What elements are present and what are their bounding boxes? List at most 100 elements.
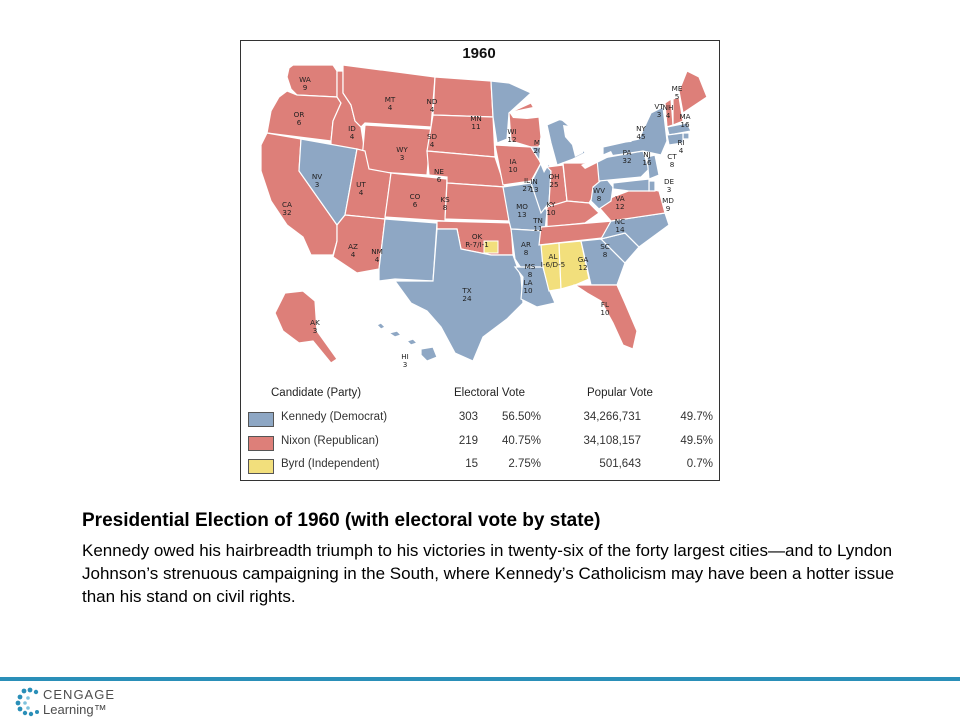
state-electoral-votes-label: 8 [603, 250, 608, 259]
state-electoral-votes-label: 16 [642, 158, 652, 167]
state-sd [426, 114, 496, 158]
state-electoral-votes-label: 32 [282, 208, 291, 217]
legend-electoral-percent: 56.50% [501, 411, 541, 423]
state-abbr-label: WA [299, 75, 311, 84]
state-me [678, 70, 708, 115]
state-electoral-votes-label: 3 [400, 153, 405, 162]
state-mn [490, 80, 533, 144]
state-abbr-label: RI [677, 138, 684, 147]
label-layer: WA9OR6CA32ID4NV3MT4WY3UT4AZ4CO6NM4ND4SD4… [282, 75, 691, 369]
state-abbr-label: SD [427, 132, 438, 141]
state-electoral-votes-label: 11 [533, 224, 542, 233]
state-electoral-votes-label: 27 [522, 184, 531, 193]
legend-row: Kennedy (Democrat) 303 56.50% 34,266,731… [241, 410, 719, 430]
state-abbr-label: WY [396, 145, 408, 154]
legend-popular-percent: 0.7% [686, 458, 713, 470]
state-electoral-votes-label: 4 [350, 132, 355, 141]
state-electoral-votes-label: 6 [437, 175, 442, 184]
lake-ontario [613, 135, 637, 143]
state-electoral-votes-label: 10 [523, 286, 533, 295]
state-abbr-label: AK [310, 318, 320, 327]
state-abbr-label: LA [523, 278, 532, 287]
state-abbr-label: MN [470, 114, 482, 123]
lake-huron [563, 125, 587, 157]
state-electoral-votes-label: 8 [670, 160, 675, 169]
state-abbr-label: NE [434, 167, 444, 176]
state-ms [540, 242, 562, 292]
state-tx [393, 228, 524, 362]
state-abbr-label: KS [440, 195, 450, 204]
state-abbr-label: TX [461, 286, 471, 295]
legend-electoral-votes: 303 [458, 411, 478, 423]
legend-popular-percent: 49.7% [680, 411, 713, 423]
legend-popular-votes: 34,108,157 [583, 435, 641, 447]
state-az [332, 214, 386, 274]
state-electoral-votes-label: R-7/I-1 [465, 240, 489, 249]
state-hi [375, 322, 438, 362]
state-abbr-label: NC [615, 217, 625, 226]
legend-swatch-republican [248, 436, 274, 451]
state-electoral-votes-label: 16 [680, 120, 690, 129]
legend-swatch-independent [248, 459, 274, 474]
state-abbr-label: IN [530, 177, 538, 186]
state-electoral-votes-label: 45 [636, 132, 645, 141]
state-electoral-votes-label: 4 [351, 250, 356, 259]
logo-line-2: Learning™ [43, 702, 107, 717]
state-electoral-votes-label: 32 [622, 156, 631, 165]
state-electoral-votes-label: 25 [549, 180, 558, 189]
state-abbr-label: FL [601, 300, 609, 309]
state-electoral-votes-label: 10 [600, 308, 610, 317]
state-wa [286, 64, 338, 98]
legend-electoral-votes: 15 [465, 458, 478, 470]
legend-popular-percent: 49.5% [680, 435, 713, 447]
state-abbr-label: NM [371, 247, 383, 256]
caption-title: Presidential Election of 1960 (with elec… [82, 510, 601, 531]
legend-popular-votes: 501,643 [599, 458, 641, 470]
election-map-figure: 1960 WA 9 OR 6 CA 32 ID 4 NV 3 MT 4 WY 3 UT 4 AZ 4 CO 6 NM 4 N… [240, 40, 720, 481]
state-abbr-label: MD [662, 196, 674, 205]
state-electoral-votes-label: 4 [375, 255, 380, 264]
state-electoral-votes-label: 14 [615, 225, 625, 234]
state-electoral-votes-label: 4 [666, 111, 671, 120]
state-abbr-label: MI [534, 138, 542, 147]
lake-erie [581, 151, 613, 169]
state-abbr-label: WV [593, 186, 605, 195]
state-electoral-votes-label: 4 [430, 140, 435, 149]
state-abbr-label: TN [532, 216, 543, 225]
state-nm [378, 218, 438, 282]
state-ak [274, 290, 338, 364]
state-abbr-label: UT [356, 180, 366, 189]
state-abbr-label: WI [507, 127, 516, 136]
state-electoral-votes-label: 10 [508, 165, 518, 174]
state-abbr-label: HI [401, 352, 409, 361]
legend-electoral-percent: 40.75% [501, 435, 541, 447]
state-abbr-label: VA [615, 194, 624, 203]
state-abbr-label: KY [547, 200, 556, 209]
legend-row: Nixon (Republican) 219 40.75% 34,108,157… [241, 434, 719, 454]
state-de [648, 180, 656, 192]
state-abbr-label: OK [472, 232, 483, 241]
state-abbr-label: CO [410, 192, 421, 201]
legend-candidate: Nixon (Republican) [281, 435, 379, 447]
legend-electoral-votes: 219 [458, 435, 478, 447]
state-electoral-votes-label: 4 [388, 103, 393, 112]
state-electoral-votes-label: 13 [529, 185, 538, 194]
state-abbr-label: ND [427, 97, 438, 106]
state-va [596, 186, 666, 222]
state-ny [602, 106, 668, 158]
legend-header-candidate: Candidate (Party) [271, 387, 362, 399]
state-abbr-label: NV [312, 172, 322, 181]
state-ma [666, 122, 692, 136]
state-al [558, 240, 590, 290]
state-abbr-label: IL [524, 176, 530, 185]
state-electoral-votes-label: 3 [315, 180, 320, 189]
state-electoral-votes-label: 8 [528, 270, 533, 279]
state-nd [432, 76, 494, 118]
state-abbr-label: OR [294, 110, 305, 119]
legend-header-electoral: Electoral Vote [454, 387, 525, 399]
state-abbr-label: AL [549, 252, 558, 261]
state-abbr-label: PA [623, 148, 632, 157]
state-abbr-label: CT [667, 152, 677, 161]
state-abbr-label: ME [672, 84, 683, 93]
cengage-logo-icon [15, 687, 39, 717]
